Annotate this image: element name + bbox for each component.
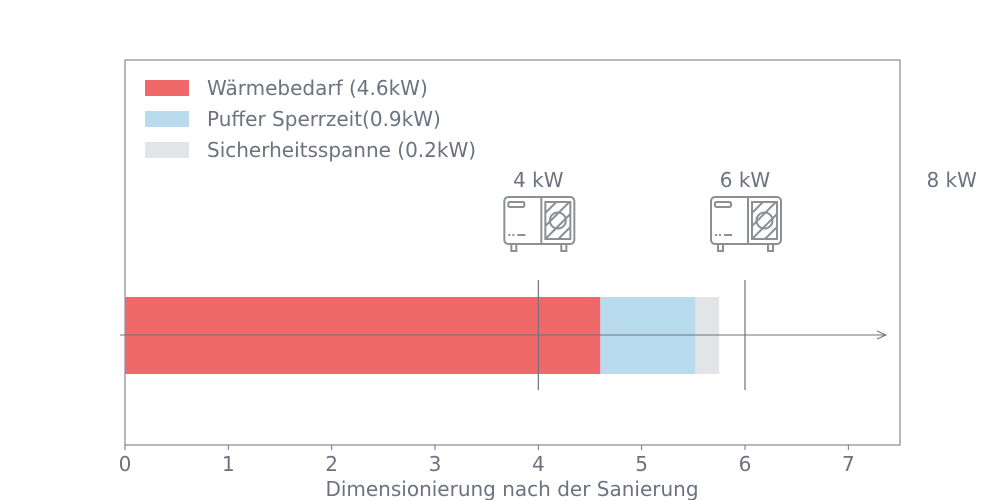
x-axis-label: Dimensionierung nach der Sanierung [325,477,698,500]
plot-frame [124,59,901,446]
legend-label-1: Wärmebedarf (4.6kW) [207,76,428,100]
legend-swatch-3 [145,142,189,158]
legend: Wärmebedarf (4.6kW) Puffer Sperrzeit(0.9k… [145,76,476,162]
x-tick-label: 0 [119,452,132,476]
axis-arrow-head [876,330,888,340]
x-tick-label: 6 [739,452,752,476]
capacity-markers: 4 kW 6 kW 8 kW [503,168,977,390]
x-tick-label: 1 [222,452,235,476]
capacity-label-1: 4 kW [513,168,564,192]
heat-pump-icon [503,196,576,252]
x-tick-label: 5 [635,452,648,476]
heat-pump-icon [710,196,782,252]
capacity-label-3: 8 kW [926,168,977,192]
x-tick-label: 7 [842,452,855,476]
legend-swatch-2 [145,111,189,127]
x-axis-ticks: 0 1 2 3 4 5 6 7 [119,445,855,476]
x-tick-label: 2 [325,452,338,476]
capacity-label-2: 6 kW [720,168,771,192]
x-tick-label: 3 [429,452,442,476]
legend-swatch-1 [145,80,189,96]
x-axis-arrow [120,330,888,340]
legend-label-2: Puffer Sperrzeit(0.9kW) [207,107,441,131]
legend-label-3: Sicherheitsspanne (0.2kW) [207,138,476,162]
x-tick-label: 4 [532,452,545,476]
